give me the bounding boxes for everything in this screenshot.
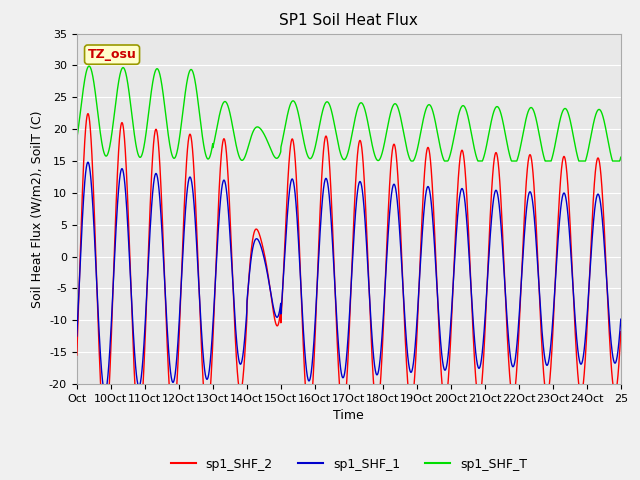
sp1_SHF_1 — [73, 333, 81, 339]
Text: TZ_osu: TZ_osu — [88, 48, 136, 61]
sp1_SHF_T — [479, 157, 487, 163]
X-axis label: Time: Time — [333, 409, 364, 422]
sp1_SHF_2 — [479, 366, 487, 372]
sp1_SHF_T — [281, 125, 289, 131]
sp1_SHF_1 — [520, 233, 528, 239]
sp1_SHF_2 — [84, 111, 92, 117]
Line: sp1_SHF_2: sp1_SHF_2 — [77, 114, 621, 433]
sp1_SHF_T — [85, 63, 93, 69]
sp1_SHF_1 — [101, 389, 109, 395]
sp1_SHF_T — [520, 124, 528, 130]
sp1_SHF_2 — [617, 329, 625, 335]
Legend: sp1_SHF_2, sp1_SHF_1, sp1_SHF_T: sp1_SHF_2, sp1_SHF_1, sp1_SHF_T — [166, 453, 532, 476]
Line: sp1_SHF_T: sp1_SHF_T — [77, 66, 621, 161]
sp1_SHF_2 — [520, 214, 528, 219]
sp1_SHF_T — [399, 127, 407, 133]
sp1_SHF_2 — [427, 161, 435, 167]
Title: SP1 Soil Heat Flux: SP1 Soil Heat Flux — [280, 13, 418, 28]
sp1_SHF_2 — [281, 240, 289, 245]
sp1_SHF_1 — [281, 251, 289, 256]
sp1_SHF_T — [407, 158, 415, 164]
sp1_SHF_T — [73, 136, 81, 142]
sp1_SHF_2 — [399, 291, 407, 297]
sp1_SHF_2 — [172, 397, 180, 403]
sp1_SHF_1 — [427, 196, 435, 202]
sp1_SHF_1 — [172, 365, 180, 371]
sp1_SHF_2 — [101, 430, 109, 436]
sp1_SHF_2 — [73, 352, 81, 358]
Y-axis label: Soil Heat Flux (W/m2), SoilT (C): Soil Heat Flux (W/m2), SoilT (C) — [30, 110, 44, 308]
sp1_SHF_T — [427, 103, 435, 109]
sp1_SHF_T — [617, 154, 625, 160]
sp1_SHF_1 — [84, 159, 92, 165]
sp1_SHF_T — [172, 154, 180, 159]
sp1_SHF_1 — [479, 343, 487, 348]
Line: sp1_SHF_1: sp1_SHF_1 — [77, 162, 621, 392]
sp1_SHF_1 — [617, 316, 625, 322]
sp1_SHF_1 — [399, 289, 407, 295]
